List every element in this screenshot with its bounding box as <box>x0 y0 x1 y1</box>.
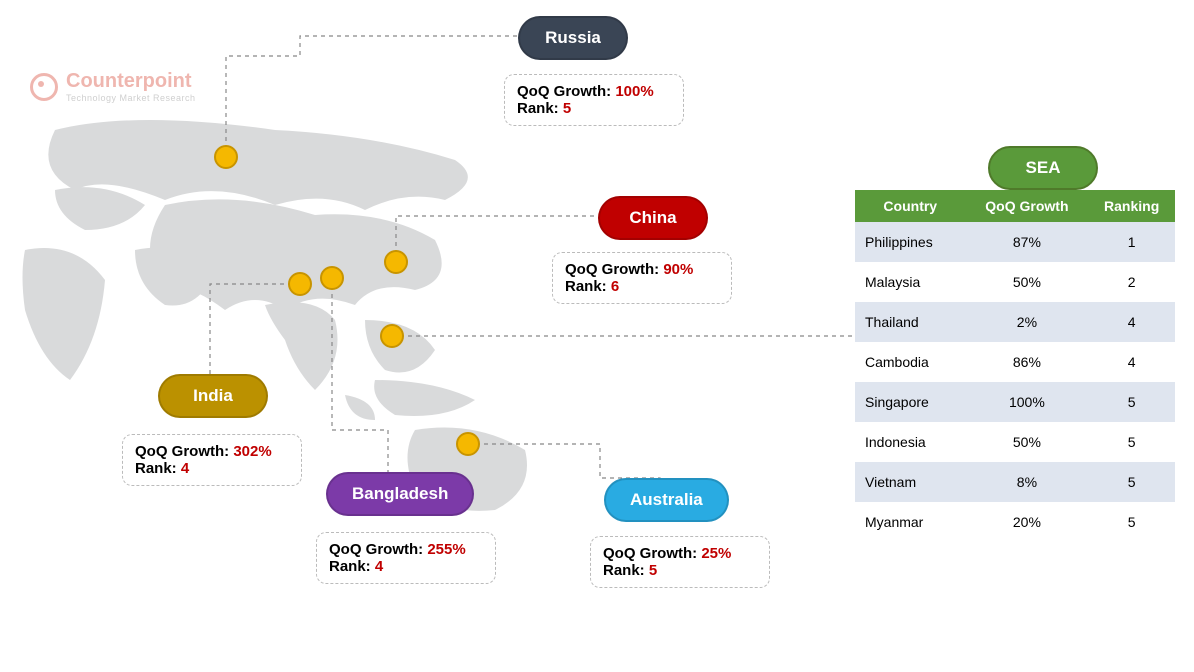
info-box-bangladesh: QoQ Growth: 255%Rank: 4 <box>316 532 496 584</box>
map-marker-sea <box>380 324 404 348</box>
pill-bangladesh: Bangladesh <box>326 472 474 516</box>
cell-rank: 5 <box>1088 422 1175 462</box>
table-row: Singapore100%5 <box>855 382 1175 422</box>
sea-table-body: Philippines87%1Malaysia50%2Thailand2%4Ca… <box>855 222 1175 542</box>
cell-country: Singapore <box>855 382 966 422</box>
logo-brand: Counterpoint <box>66 70 196 93</box>
cell-rank: 1 <box>1088 222 1175 262</box>
table-row: Myanmar20%5 <box>855 502 1175 542</box>
qoq-row: QoQ Growth: 255% <box>329 541 483 558</box>
map-marker-china <box>384 250 408 274</box>
col-country: Country <box>855 190 966 222</box>
info-box-china: QoQ Growth: 90%Rank: 6 <box>552 252 732 304</box>
cell-rank: 5 <box>1088 462 1175 502</box>
rank-row: Rank: 5 <box>517 100 671 117</box>
brand-logo: Counterpoint Technology Market Research <box>30 70 196 103</box>
table-row: Indonesia50%5 <box>855 422 1175 462</box>
cell-country: Philippines <box>855 222 966 262</box>
cell-country: Indonesia <box>855 422 966 462</box>
cell-qoq: 2% <box>966 302 1089 342</box>
sea-table-header: Country QoQ Growth Ranking <box>855 190 1175 222</box>
cell-country: Myanmar <box>855 502 966 542</box>
cell-qoq: 50% <box>966 262 1089 302</box>
info-box-australia: QoQ Growth: 25%Rank: 5 <box>590 536 770 588</box>
map-marker-australia <box>456 432 480 456</box>
table-row: Cambodia86%4 <box>855 342 1175 382</box>
qoq-row: QoQ Growth: 25% <box>603 545 757 562</box>
map-marker-russia <box>214 145 238 169</box>
cell-country: Malaysia <box>855 262 966 302</box>
col-qoq: QoQ Growth <box>966 190 1089 222</box>
cell-rank: 2 <box>1088 262 1175 302</box>
logo-text: Counterpoint Technology Market Research <box>66 70 196 103</box>
cell-qoq: 50% <box>966 422 1089 462</box>
cell-qoq: 8% <box>966 462 1089 502</box>
qoq-row: QoQ Growth: 90% <box>565 261 719 278</box>
table-row: Philippines87%1 <box>855 222 1175 262</box>
cell-rank: 4 <box>1088 342 1175 382</box>
qoq-row: QoQ Growth: 302% <box>135 443 289 460</box>
info-box-india: QoQ Growth: 302%Rank: 4 <box>122 434 302 486</box>
map-marker-bangladesh <box>320 266 344 290</box>
cell-qoq: 86% <box>966 342 1089 382</box>
sea-pill: SEA <box>988 146 1098 190</box>
logo-icon <box>30 73 58 101</box>
cell-country: Thailand <box>855 302 966 342</box>
pill-russia: Russia <box>518 16 628 60</box>
map-marker-india <box>288 272 312 296</box>
logo-tagline: Technology Market Research <box>66 93 196 103</box>
rank-row: Rank: 4 <box>135 460 289 477</box>
cell-rank: 5 <box>1088 502 1175 542</box>
cell-country: Vietnam <box>855 462 966 502</box>
pill-india: India <box>158 374 268 418</box>
cell-qoq: 87% <box>966 222 1089 262</box>
sea-table: Country QoQ Growth Ranking Philippines87… <box>855 190 1175 542</box>
qoq-row: QoQ Growth: 100% <box>517 83 671 100</box>
pill-australia: Australia <box>604 478 729 522</box>
col-rank: Ranking <box>1088 190 1175 222</box>
table-row: Malaysia50%2 <box>855 262 1175 302</box>
rank-row: Rank: 5 <box>603 562 757 579</box>
info-box-russia: QoQ Growth: 100%Rank: 5 <box>504 74 684 126</box>
cell-country: Cambodia <box>855 342 966 382</box>
table-row: Thailand2%4 <box>855 302 1175 342</box>
cell-rank: 5 <box>1088 382 1175 422</box>
cell-rank: 4 <box>1088 302 1175 342</box>
cell-qoq: 20% <box>966 502 1089 542</box>
rank-row: Rank: 4 <box>329 558 483 575</box>
table-row: Vietnam8%5 <box>855 462 1175 502</box>
cell-qoq: 100% <box>966 382 1089 422</box>
rank-row: Rank: 6 <box>565 278 719 295</box>
pill-china: China <box>598 196 708 240</box>
